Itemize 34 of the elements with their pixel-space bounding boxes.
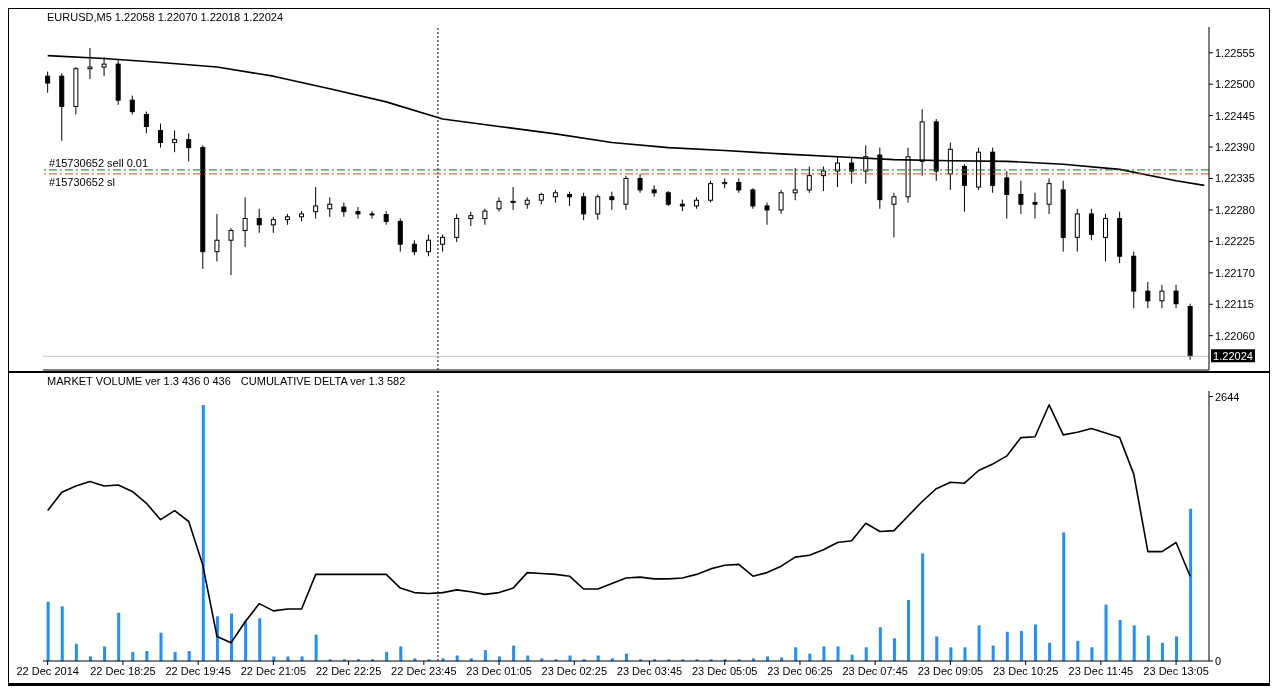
x-tick-label: 23 Dec 07:45 [842,664,908,677]
x-tick-label: 23 Dec 03:45 [616,664,683,677]
ref-line-label: 1.22024 [1213,350,1253,363]
y-tick-label: 1.22445 [1215,109,1255,122]
y-tick-label: 1.22555 [1215,46,1255,59]
chart-title: EURUSD,M5 1.22058 1.22070 1.22018 1.22024 [47,11,284,23]
y-tick-label: 1.22390 [1215,140,1255,153]
y-tick-label: 1.22280 [1215,203,1255,216]
ref-line-label: #15730652 sl [49,175,116,188]
x-tick-label: 23 Dec 10:25 [992,664,1059,677]
x-tick-label: 23 Dec 01:05 [466,664,532,677]
chart-subtitle: CUMULATIVE DELTA ver 1.3 582 [240,375,406,387]
y-tick-label: 0 [1215,654,1222,667]
ref-line-label: #15730652 sell 0.01 [49,156,149,169]
chart-title: MARKET VOLUME ver 1.3 436 0 436 [47,375,231,387]
x-tick-label: 22 Dec 22:25 [315,664,382,677]
x-tick-label: 22 Dec 2014 [16,664,79,677]
y-tick-label: 1.22225 [1215,235,1255,248]
x-tick-label: 22 Dec 19:45 [165,664,231,677]
x-tick-label: 22 Dec 23:45 [391,664,457,677]
x-tick-label: 22 Dec 21:05 [240,664,307,677]
x-tick-label: 23 Dec 06:25 [767,664,833,677]
y-tick-label: 1.22500 [1215,78,1255,91]
y-tick-label: 1.22170 [1215,266,1255,279]
x-tick-label: 23 Dec 13:05 [1143,664,1209,677]
x-tick-label: 23 Dec 05:05 [692,664,758,677]
y-tick-label: 2644 [1215,390,1240,403]
x-tick-label: 23 Dec 02:25 [541,664,607,677]
y-tick-label: 1.22060 [1215,329,1255,342]
y-tick-label: 1.22115 [1215,298,1254,311]
y-tick-label: 1.22335 [1215,172,1255,185]
x-tick-label: 23 Dec 09:05 [917,664,984,677]
x-tick-label: 22 Dec 18:25 [90,664,156,677]
x-tick-label: 23 Dec 11:45 [1068,664,1134,677]
